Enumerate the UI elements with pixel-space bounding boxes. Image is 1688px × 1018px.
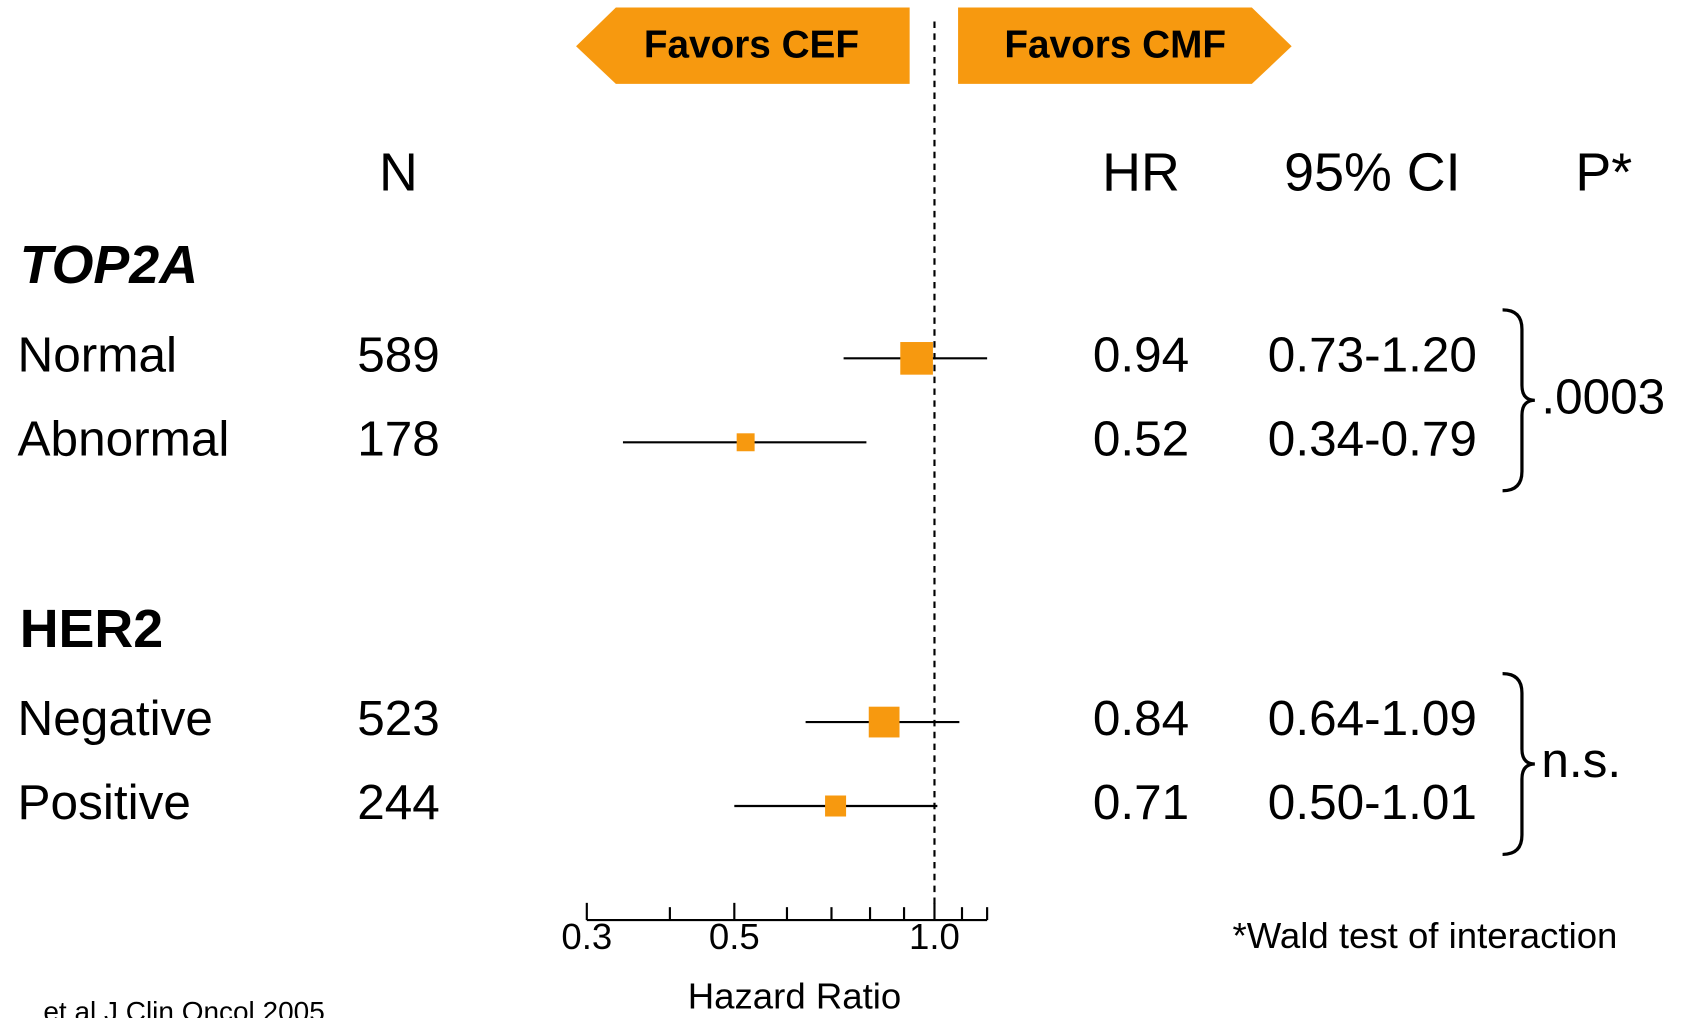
group-label: HER2	[20, 599, 164, 659]
favors-right-arrow	[958, 7, 1292, 84]
x-tick-label: 0.3	[561, 916, 612, 957]
ci-value: 0.73-1.20	[1268, 327, 1477, 382]
brace	[1502, 672, 1535, 857]
n-value: 589	[357, 327, 440, 382]
n-value: 523	[357, 691, 440, 746]
x-tick-label: 0.5	[709, 916, 760, 957]
hr-value: 0.94	[1093, 327, 1189, 382]
source: et al J Clin Oncol 2005	[43, 996, 324, 1018]
row-label: Abnormal	[18, 411, 230, 466]
p-value: n.s.	[1541, 733, 1621, 788]
ci-value: 0.64-1.09	[1268, 691, 1477, 746]
p-value: .0003	[1541, 369, 1665, 424]
favors-right: Favors CMF	[1004, 24, 1226, 67]
hr-box	[868, 706, 900, 738]
n-value: 178	[357, 411, 440, 466]
x-tick-label: 1.0	[909, 916, 960, 957]
brace	[1502, 308, 1535, 493]
hr-box	[825, 795, 847, 817]
row-label: Normal	[18, 327, 178, 382]
x-axis-label: Hazard Ratio	[688, 975, 901, 1016]
favors-left-arrow	[576, 7, 910, 84]
ci-value: 0.50-1.01	[1268, 775, 1477, 830]
col-header: N	[379, 143, 418, 203]
hr-value: 0.71	[1093, 775, 1189, 830]
hr-value: 0.52	[1093, 411, 1189, 466]
row-label: Negative	[18, 691, 213, 746]
col-header: HR	[1102, 143, 1180, 203]
col-header: 95% CI	[1284, 143, 1460, 203]
ci-value: 0.34-0.79	[1268, 411, 1477, 466]
footnote: *Wald test of interaction	[1232, 915, 1617, 956]
favors-left: Favors CEF	[644, 24, 859, 67]
hr-box	[736, 433, 755, 452]
row-label: Positive	[18, 775, 191, 830]
col-header: P*	[1575, 143, 1632, 203]
hr-value: 0.84	[1093, 691, 1189, 746]
group-label: TOP2A	[20, 235, 198, 295]
n-value: 244	[357, 775, 440, 830]
hr-box	[900, 342, 933, 375]
